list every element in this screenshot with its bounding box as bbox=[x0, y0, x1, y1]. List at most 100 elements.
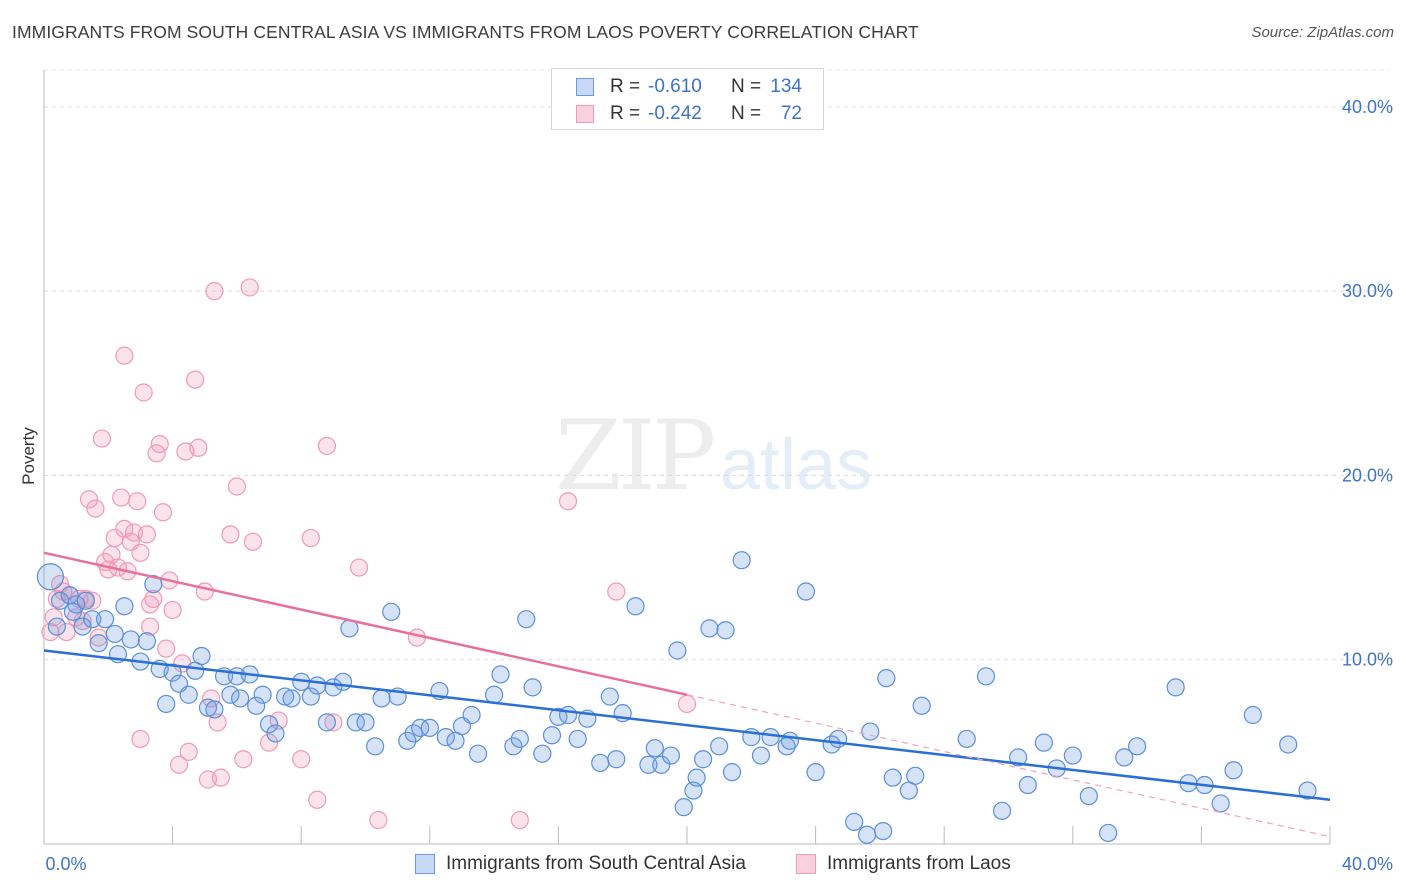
laos-point bbox=[137, 525, 156, 544]
laos-point bbox=[349, 558, 369, 577]
legend-label: Immigrants from Laos bbox=[827, 853, 1011, 874]
south-central-asia-points bbox=[36, 551, 1317, 844]
south-central-asia-point bbox=[36, 563, 65, 591]
n-value: 72 bbox=[780, 103, 802, 124]
laos-point bbox=[195, 582, 214, 601]
south-central-asia-point bbox=[751, 746, 771, 765]
south-central-asia-point bbox=[356, 713, 375, 732]
laos-point bbox=[179, 742, 198, 761]
laos-point bbox=[369, 810, 388, 830]
laos-point bbox=[301, 528, 320, 548]
south-central-asia-point bbox=[957, 729, 976, 749]
south-central-asia-point bbox=[1279, 735, 1298, 754]
pink-swatch-icon bbox=[576, 105, 594, 123]
south-central-asia-point bbox=[716, 621, 735, 640]
south-central-asia-point bbox=[906, 766, 925, 785]
south-central-asia-point bbox=[436, 728, 455, 747]
r-value: -0.610 bbox=[648, 76, 702, 97]
south-central-asia-point bbox=[861, 722, 880, 741]
laos-point bbox=[92, 429, 111, 448]
laos-point bbox=[292, 750, 311, 769]
south-central-asia-point bbox=[1018, 775, 1037, 795]
south-central-asia-point bbox=[76, 591, 95, 610]
south-central-asia-point bbox=[411, 718, 430, 738]
south-central-asia-point bbox=[591, 753, 610, 773]
south-central-asia-point bbox=[105, 624, 124, 644]
south-central-asia-point bbox=[382, 602, 401, 621]
south-central-asia-point bbox=[674, 798, 693, 817]
south-central-asia-point bbox=[462, 705, 481, 725]
south-central-asia-point bbox=[1099, 823, 1118, 843]
y-tick-label: 40.0% bbox=[1342, 97, 1393, 117]
south-central-asia-point bbox=[877, 669, 896, 688]
south-central-asia-point bbox=[1298, 781, 1317, 800]
south-central-asia-point bbox=[468, 744, 488, 763]
south-central-asia-point bbox=[192, 646, 211, 666]
legend-row-south-central-asia: R = -0.610 N = 134 bbox=[552, 73, 825, 101]
south-central-asia-point bbox=[485, 685, 504, 704]
south-central-asia-point bbox=[1063, 746, 1082, 765]
laos-point bbox=[150, 435, 169, 454]
legend-item-laos[interactable]: Immigrants from Laos bbox=[796, 850, 1011, 878]
south-central-asia-point bbox=[1127, 737, 1147, 756]
south-central-asia-point bbox=[523, 678, 542, 697]
south-central-asia-point bbox=[780, 731, 799, 750]
blue-swatch-icon bbox=[576, 78, 594, 96]
south-central-asia-point bbox=[883, 768, 902, 787]
south-central-asia-point bbox=[1115, 748, 1134, 767]
laos-point bbox=[131, 543, 150, 562]
south-central-asia-point bbox=[221, 685, 240, 704]
trend-lines bbox=[43, 551, 1331, 838]
south-central-asia-point bbox=[47, 617, 66, 636]
south-central-asia-point bbox=[542, 726, 562, 745]
south-central-asia-point bbox=[179, 685, 198, 704]
legend-row-laos: R = -0.242 N = 72 bbox=[552, 100, 825, 128]
south-central-asia-point bbox=[372, 689, 391, 708]
laos-point bbox=[186, 370, 205, 389]
pink-square-icon bbox=[796, 854, 816, 874]
south-central-asia-point bbox=[157, 694, 176, 714]
south-central-asia-point bbox=[600, 687, 619, 706]
south-central-asia-point bbox=[398, 731, 417, 750]
r-label: R = bbox=[610, 76, 641, 97]
legend-item-south-central-asia[interactable]: Immigrants from South Central Asia bbox=[415, 850, 746, 878]
correlation-legend: R = -0.610 N = 134 R = -0.242 N = 72 bbox=[551, 68, 824, 130]
south-central-asia-point bbox=[115, 597, 134, 616]
south-central-asia-point bbox=[266, 724, 285, 743]
y-axis-label: Poverty bbox=[19, 427, 38, 485]
south-central-asia-point bbox=[639, 755, 658, 774]
laos-point bbox=[57, 622, 76, 642]
laos-point bbox=[134, 383, 153, 402]
watermark-atlas: atlas bbox=[720, 425, 873, 505]
south-central-asia-point bbox=[829, 729, 848, 749]
south-central-asia-point bbox=[796, 582, 816, 601]
south-central-asia-point bbox=[137, 632, 156, 651]
legend-label: Immigrants from South Central Asia bbox=[446, 853, 746, 874]
south-central-asia-point bbox=[301, 687, 320, 706]
south-central-asia-point bbox=[1224, 761, 1243, 780]
south-central-asia-point bbox=[1034, 733, 1053, 752]
south-central-asia-point bbox=[259, 715, 279, 734]
south-central-asia-point bbox=[992, 801, 1012, 820]
south-central-asia-point bbox=[806, 763, 825, 782]
laos-point bbox=[128, 492, 147, 511]
laos-trend-line bbox=[43, 551, 688, 696]
source-label: Source: ZipAtlas.com bbox=[1251, 24, 1394, 41]
south-central-asia-point bbox=[333, 672, 353, 691]
south-central-asia-point bbox=[607, 750, 626, 769]
south-central-asia-point bbox=[874, 821, 893, 841]
laos-point bbox=[131, 729, 150, 749]
south-central-asia-point bbox=[198, 698, 218, 717]
south-central-asia-point bbox=[491, 665, 510, 684]
laos-point bbox=[140, 595, 160, 614]
south-central-asia-point bbox=[533, 744, 552, 763]
south-central-asia-point bbox=[163, 663, 182, 682]
south-central-asia-point bbox=[1166, 678, 1185, 697]
south-central-asia-point bbox=[63, 602, 83, 621]
south-central-asia-point bbox=[558, 705, 578, 725]
laos-point bbox=[157, 639, 176, 658]
south-central-asia-trend-line bbox=[43, 649, 1331, 802]
tick-labels: 10.0% 20.0% 30.0% 40.0% 0.0% 40.0% bbox=[45, 97, 1393, 874]
laos-point bbox=[112, 488, 131, 507]
laos-point bbox=[324, 713, 343, 732]
